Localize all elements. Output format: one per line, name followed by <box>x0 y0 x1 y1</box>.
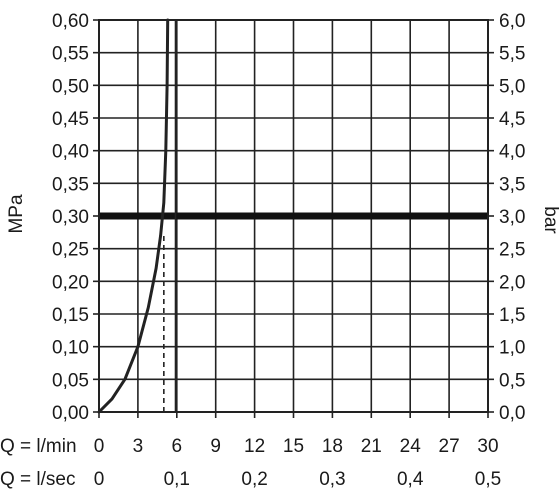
y-left-tick-label: 0,35 <box>52 174 89 195</box>
x-tick-label-lsec: 0,3 <box>319 469 345 490</box>
x-axis-lsec-title: Q = l/sec <box>0 469 76 490</box>
y-left-tick-label: 0,60 <box>52 11 89 32</box>
y-right-tick-label: 3,0 <box>499 207 525 228</box>
y-left-tick-label: 0,05 <box>52 370 89 391</box>
x-tick-label-lsec: 0,2 <box>241 469 267 490</box>
series <box>97 18 170 414</box>
y-left-tick-label: 0,00 <box>52 403 89 424</box>
y-right-tick-label: 4,0 <box>499 142 525 163</box>
y-axis-right-title: bar <box>540 206 560 234</box>
tick-labels: 0,000,050,100,150,200,250,300,350,400,45… <box>52 11 525 490</box>
y-left-tick-label: 0,20 <box>52 272 89 293</box>
y-right-tick-label: 1,5 <box>499 305 525 326</box>
y-left-tick-label: 0,50 <box>52 76 89 97</box>
y-left-tick-label: 0,40 <box>52 142 89 163</box>
y-left-tick-label: 0,25 <box>52 240 89 261</box>
y-right-tick-label: 6,0 <box>499 11 525 32</box>
x-tick-label-lmin: 15 <box>283 436 304 457</box>
y-left-tick-label: 0,10 <box>52 338 89 359</box>
x-tick-label-lmin: 21 <box>361 436 382 457</box>
y-right-tick-label: 0,5 <box>499 370 525 391</box>
x-tick-label-lsec: 0,5 <box>475 469 501 490</box>
series-curve <box>97 18 170 414</box>
y-right-tick-label: 5,0 <box>499 76 525 97</box>
y-right-tick-label: 0,0 <box>499 403 525 424</box>
x-tick-label-lmin: 3 <box>133 436 144 457</box>
x-tick-label-lsec: 0,4 <box>397 469 424 490</box>
y-right-tick-label: 3,5 <box>499 174 525 195</box>
y-left-tick-label: 0,30 <box>52 207 89 228</box>
x-tick-label-lsec: 0,1 <box>164 469 190 490</box>
x-tick-label-lsec: 0 <box>94 469 105 490</box>
x-tick-label-lmin: 9 <box>210 436 221 457</box>
y-left-tick-label: 0,45 <box>52 109 89 130</box>
x-tick-label-lmin: 6 <box>172 436 183 457</box>
x-tick-label-lmin: 30 <box>477 436 498 457</box>
x-tick-label-lmin: 0 <box>94 436 105 457</box>
y-right-tick-label: 2,5 <box>499 240 525 261</box>
x-tick-label-lmin: 27 <box>439 436 460 457</box>
x-tick-label-lmin: 12 <box>244 436 265 457</box>
x-tick-label-lmin: 24 <box>400 436 422 457</box>
y-right-tick-label: 5,5 <box>499 44 525 65</box>
y-left-tick-label: 0,15 <box>52 305 89 326</box>
y-axis-left-title: MPa <box>6 194 27 234</box>
axes <box>93 19 494 418</box>
x-axis-lmin-title: Q = l/min <box>0 436 77 457</box>
y-right-tick-label: 2,0 <box>499 272 525 293</box>
x-tick-label-lmin: 18 <box>322 436 343 457</box>
y-right-tick-label: 1,0 <box>499 338 525 359</box>
y-left-tick-label: 0,55 <box>52 44 89 65</box>
y-right-tick-label: 4,5 <box>499 109 525 130</box>
